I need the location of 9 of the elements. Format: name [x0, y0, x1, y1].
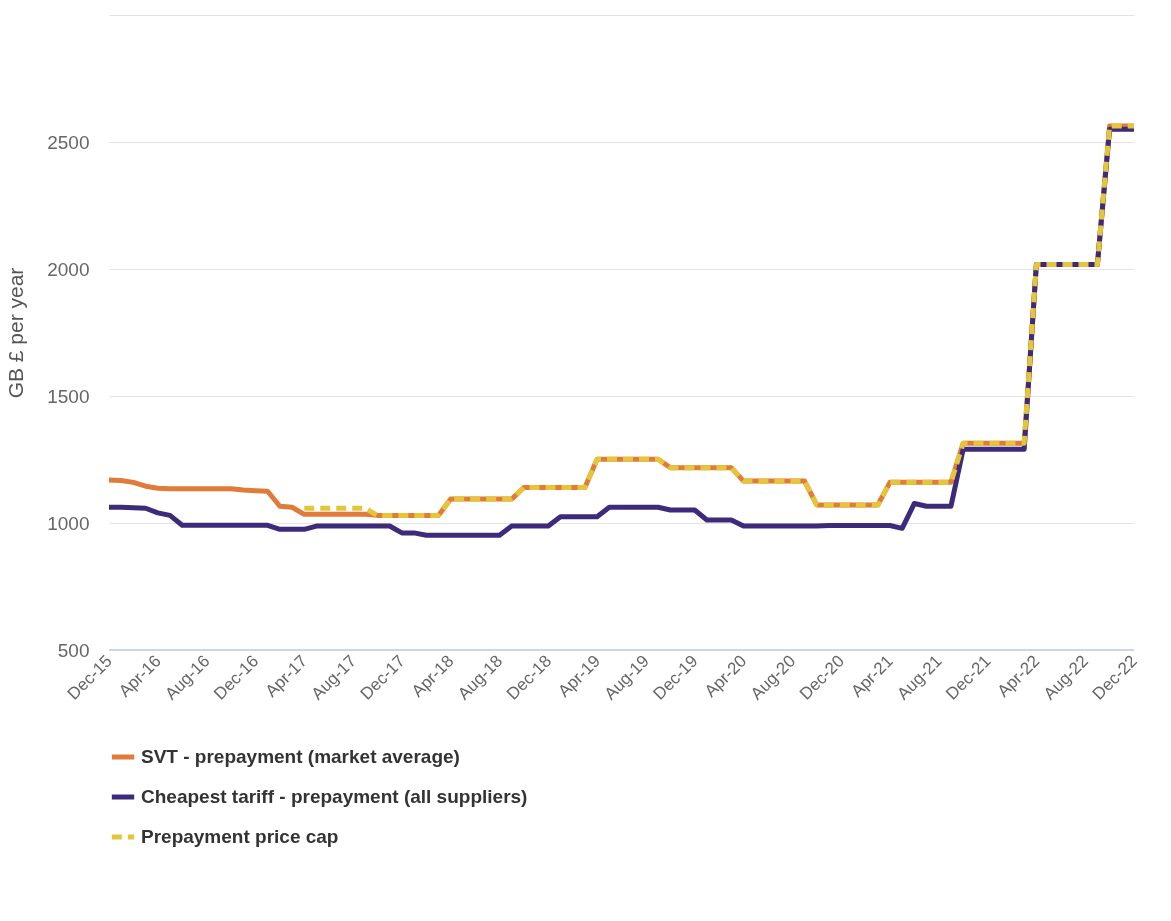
y-tick-label: 500 [57, 639, 90, 661]
y-tick-label: 2000 [47, 258, 90, 280]
legend-label: Prepayment price cap [141, 826, 339, 847]
y-tick-label: 2500 [47, 131, 90, 153]
y-tick-label: 1500 [47, 385, 90, 407]
y-tick-label: 1000 [47, 512, 90, 534]
legend-label: SVT - prepayment (market average) [141, 746, 460, 767]
legend-label: Cheapest tariff - prepayment (all suppliers) [141, 786, 528, 807]
y-axis-title: GB £ per year [4, 267, 28, 399]
